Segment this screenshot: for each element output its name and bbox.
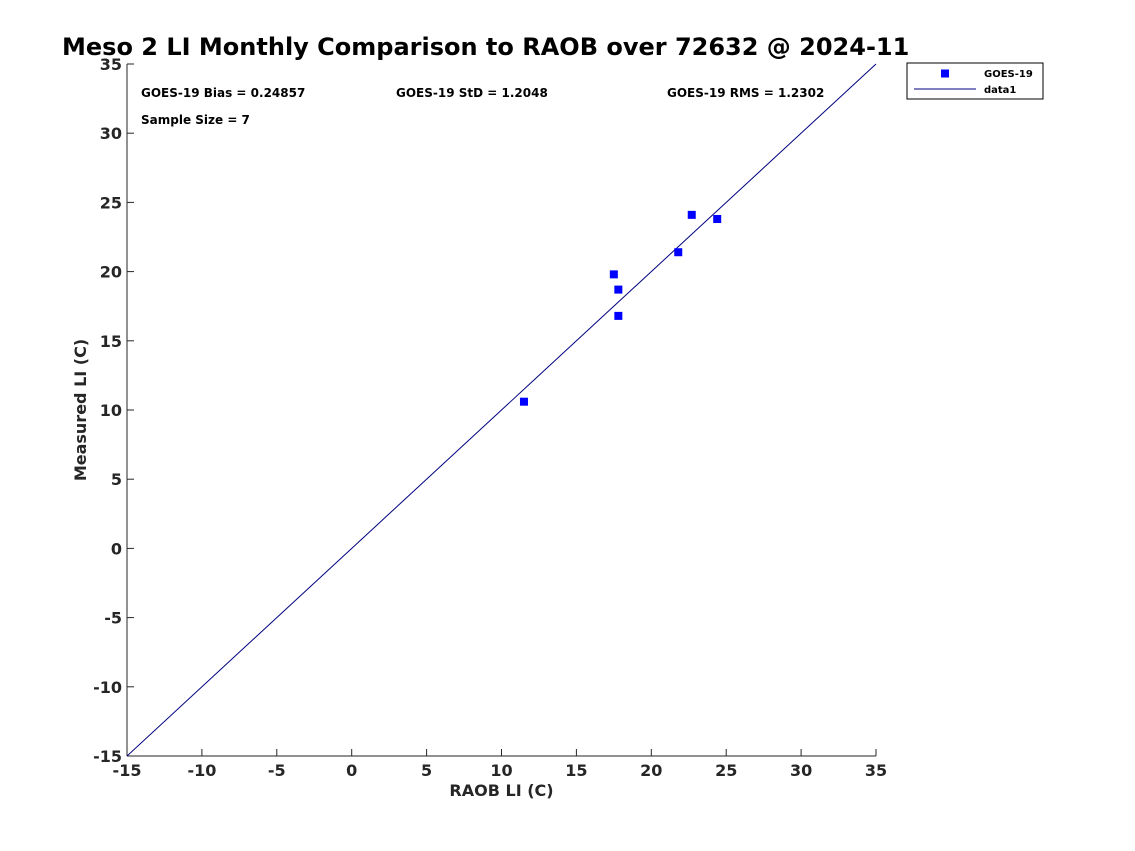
y-tick-label: 15 (100, 332, 122, 351)
x-tick-label: 10 (490, 761, 512, 780)
data-point-goes-19 (614, 311, 623, 320)
x-tick-label: 25 (715, 761, 737, 780)
data-point-goes-19 (674, 248, 683, 257)
x-tick-label: -10 (187, 761, 216, 780)
data-point-goes-19 (614, 285, 623, 294)
x-tick-label: 15 (565, 761, 587, 780)
bias-annotation: GOES-19 Bias = 0.24857 (141, 86, 305, 100)
y-axis-ticks: -15 -10 -5 0 5 10 15 20 25 30 35 (93, 55, 134, 766)
chart-title: Meso 2 LI Monthly Comparison to RAOB ove… (62, 33, 909, 61)
y-tick-label: -5 (104, 609, 122, 628)
legend-marker-goes-19 (941, 69, 949, 78)
y-tick-label: 10 (100, 401, 122, 420)
y-tick-label: -15 (93, 747, 122, 766)
series-layer (126, 63, 877, 757)
y-tick-label: 5 (111, 470, 122, 489)
data-point-goes-19 (519, 397, 528, 406)
y-axis-label: Measured LI (C) (71, 339, 90, 481)
y-tick-label: 25 (100, 193, 122, 212)
y-tick-label: 20 (100, 263, 122, 282)
data-point-goes-19 (713, 215, 722, 224)
y-tick-label: 35 (100, 55, 122, 74)
x-axis-ticks: -15 -10 -5 0 5 10 15 20 25 30 35 (113, 749, 887, 780)
x-tick-label: 30 (790, 761, 812, 780)
y-tick-label: 0 (111, 539, 122, 558)
legend: GOES-19 data1 (906, 62, 1044, 100)
data-point-goes-19 (609, 270, 618, 279)
x-tick-label: 20 (640, 761, 662, 780)
sample-size-annotation: Sample Size = 7 (141, 113, 250, 127)
x-tick-label: 0 (346, 761, 357, 780)
legend-box (906, 62, 1044, 100)
x-tick-label: -5 (268, 761, 286, 780)
x-tick-label: -15 (113, 761, 142, 780)
x-tick-label: 5 (421, 761, 432, 780)
rms-annotation: GOES-19 RMS = 1.2302 (667, 86, 824, 100)
x-axis-label: RAOB LI (C) (449, 781, 553, 800)
x-tick-label: 35 (865, 761, 887, 780)
y-tick-label: -10 (93, 678, 122, 697)
data-point-goes-19 (687, 210, 696, 219)
std-annotation: GOES-19 StD = 1.2048 (396, 86, 548, 100)
y-tick-label: 30 (100, 124, 122, 143)
series-line-data1 (126, 63, 877, 757)
stats-annotations: GOES-19 Bias = 0.24857 GOES-19 StD = 1.2… (141, 86, 824, 127)
legend-label-goes-19: GOES-19 (984, 69, 1033, 80)
legend-label-data1: data1 (984, 85, 1016, 96)
